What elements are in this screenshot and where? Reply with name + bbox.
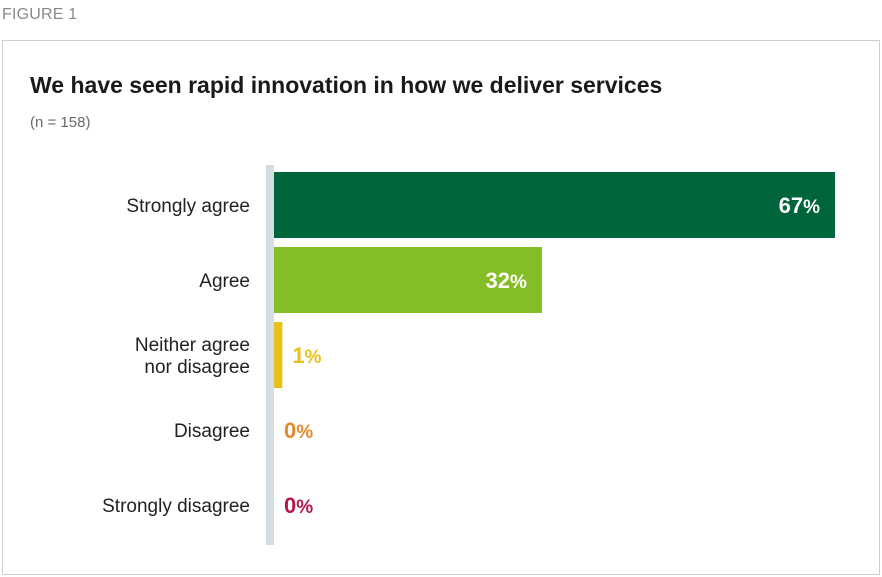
chart-title: We have seen rapid innovation in how we … xyxy=(30,72,663,98)
category-label: Disagree xyxy=(174,421,250,442)
category-label: Agree xyxy=(199,271,250,292)
value-label: 1% xyxy=(292,343,321,368)
category-axis xyxy=(266,165,274,545)
bar xyxy=(274,247,542,313)
chart-panel xyxy=(2,40,880,575)
category-label: Strongly agree xyxy=(126,196,250,217)
value-label: 0% xyxy=(284,418,313,443)
figure-label: FIGURE 1 xyxy=(2,6,78,23)
bar xyxy=(274,322,283,388)
value-label: 0% xyxy=(284,493,313,518)
value-label: 67% xyxy=(779,193,820,218)
category-label: Neither agree nor disagree xyxy=(135,335,250,378)
bar xyxy=(274,172,835,238)
category-label: Strongly disagree xyxy=(102,496,250,517)
chart-subtitle: (n = 158) xyxy=(30,114,91,131)
value-label: 32% xyxy=(486,268,527,293)
